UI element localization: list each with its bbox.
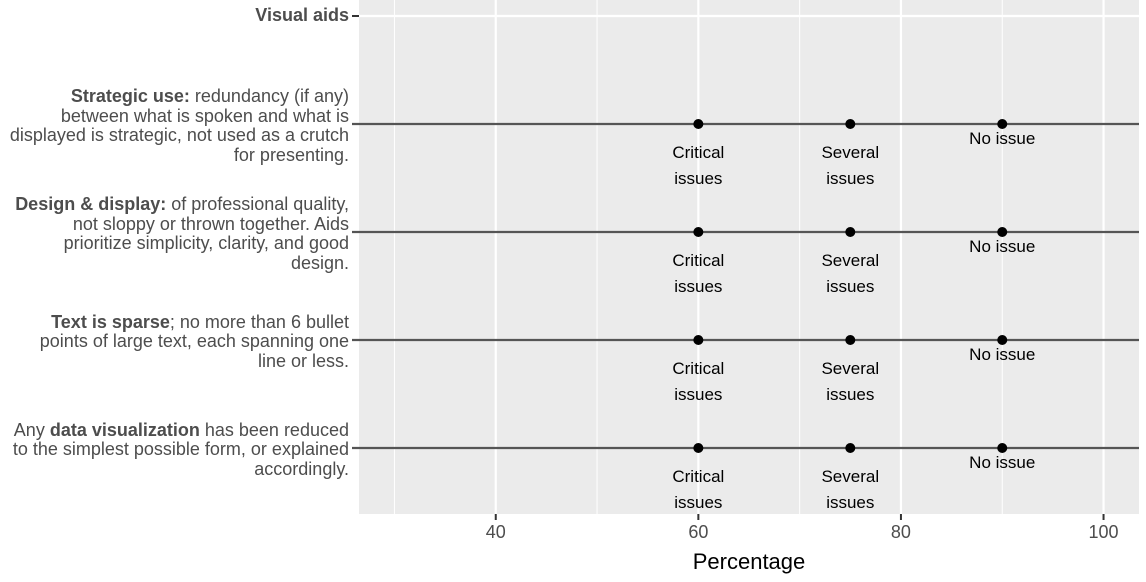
row-label-bold: Strategic use: xyxy=(70,86,190,106)
x-axis-title: Percentage xyxy=(693,549,806,574)
point-label: Several xyxy=(821,467,879,486)
point-label: Critical xyxy=(672,359,724,378)
header-row-label: Visual aids xyxy=(255,5,349,25)
point-label: No issue xyxy=(969,237,1035,256)
data-point xyxy=(693,443,704,453)
data-point xyxy=(845,335,856,345)
row-label-text: ; no more than 6 bullet points of large … xyxy=(39,311,349,371)
x-tick-label: 40 xyxy=(486,522,506,542)
row-label-bold: Text is sparse xyxy=(51,311,170,332)
point-label: issues xyxy=(674,493,722,512)
point-label: Several xyxy=(821,143,879,162)
data-point xyxy=(845,443,856,453)
grid xyxy=(352,0,1139,514)
row-label: Text is sparse; no more than 6 bullet po… xyxy=(9,311,349,372)
point-label: Critical xyxy=(672,251,724,270)
row-label: Design & display: of professional qualit… xyxy=(9,194,349,273)
data-point xyxy=(845,119,856,129)
x-tick-label: 80 xyxy=(891,522,911,542)
row-label: Any data visualization has been reduced … xyxy=(9,419,349,480)
item-row: Critical issues Several issues No issue xyxy=(352,335,1139,404)
row-label: Strategic use: redundancy (if any) betwe… xyxy=(9,86,349,165)
point-label: issues xyxy=(826,277,874,296)
data-point xyxy=(845,227,856,237)
data-point xyxy=(997,335,1008,345)
row-label-text: redundancy (if any) between what is spok… xyxy=(9,86,349,165)
point-label: issues xyxy=(826,493,874,512)
point-label: No issue xyxy=(969,345,1035,364)
point-label: issues xyxy=(826,385,874,404)
point-label: Several xyxy=(821,251,879,270)
data-point xyxy=(997,119,1008,129)
item-row: Critical issues Several issues No issue xyxy=(352,227,1139,296)
data-point xyxy=(997,227,1008,237)
point-label: No issue xyxy=(969,129,1035,148)
row-label-text: has been reduced to the simplest possibl… xyxy=(12,419,349,479)
item-row: Critical issues Several issues No issue xyxy=(352,443,1139,512)
point-label: Several xyxy=(821,359,879,378)
x-axis: 40 60 80 100 xyxy=(486,514,1119,542)
item-row: Critical issues Several issues No issue xyxy=(352,119,1139,188)
point-label: issues xyxy=(674,169,722,188)
x-tick-label: 60 xyxy=(688,522,708,542)
data-point xyxy=(693,119,704,129)
data-point xyxy=(693,335,704,345)
row-label-text: of professional quality, not sloppy or t… xyxy=(63,194,349,273)
row-label-prefix: Any xyxy=(13,419,50,440)
row-label-bold: data visualization xyxy=(49,419,200,440)
point-label: No issue xyxy=(969,453,1035,472)
point-label: issues xyxy=(826,169,874,188)
data-point xyxy=(997,443,1008,453)
data-point xyxy=(693,227,704,237)
point-label: issues xyxy=(674,277,722,296)
x-tick-label: 100 xyxy=(1089,522,1119,542)
plot-panel xyxy=(359,0,1139,514)
point-label: issues xyxy=(674,385,722,404)
point-label: Critical xyxy=(672,467,724,486)
row-label-bold: Design & display: xyxy=(15,194,167,214)
point-label: Critical xyxy=(672,143,724,162)
